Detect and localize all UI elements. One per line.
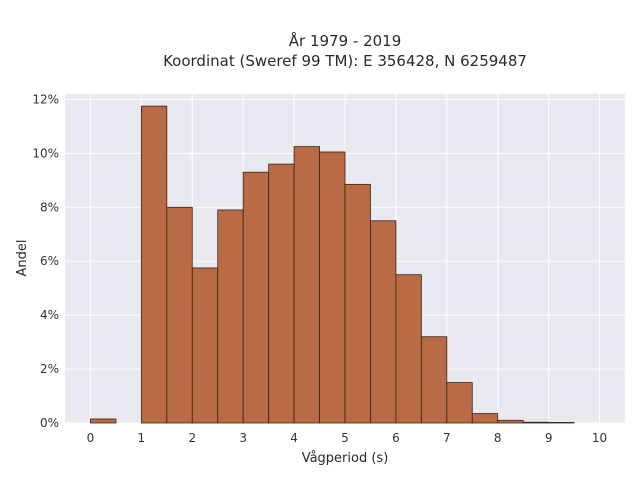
- histogram-bar: [242, 171, 270, 424]
- histogram-bar: [420, 336, 448, 424]
- chart-title: År 1979 - 2019: [289, 31, 402, 50]
- histogram-bar: [319, 151, 346, 424]
- histogram-bar: [344, 183, 371, 424]
- x-tick-label: 1: [138, 431, 146, 445]
- y-tick-label: 10%: [32, 146, 59, 160]
- y-tick-label: 4%: [40, 308, 59, 322]
- y-tick-label: 6%: [40, 254, 59, 268]
- y-axis-ticks: 0% 2% 4% 6% 8% 10% 12%: [32, 92, 59, 430]
- y-tick-label: 2%: [40, 362, 59, 376]
- y-tick-label: 8%: [40, 200, 59, 214]
- histogram-bar: [166, 206, 193, 424]
- histogram-bar: [395, 274, 422, 424]
- histogram-bar: [497, 419, 524, 424]
- y-tick-label: 0%: [40, 416, 59, 430]
- x-tick-label: 9: [545, 431, 553, 445]
- histogram-bar: [268, 163, 295, 424]
- x-tick-label: 7: [443, 431, 451, 445]
- chart-subtitle: Koordinat (Sweref 99 TM): E 356428, N 62…: [163, 52, 527, 70]
- histogram-bar: [217, 209, 244, 424]
- x-tick-label: 8: [494, 431, 502, 445]
- x-tick-label: 6: [392, 431, 400, 445]
- y-tick-label: 12%: [32, 92, 59, 106]
- histogram-bar: [370, 220, 397, 424]
- histogram-bar: [471, 413, 499, 424]
- histogram-bar: [140, 105, 168, 424]
- x-tick-label: 4: [290, 431, 298, 445]
- histogram-bar: [522, 421, 550, 424]
- bars-group: [90, 105, 575, 424]
- histogram-bar: [191, 267, 219, 424]
- y-axis-label: Andel: [15, 240, 30, 277]
- histogram-bar: [293, 146, 320, 424]
- x-axis-ticks: 0 1 2 3 4 5 6 7 8 9 10: [87, 431, 608, 445]
- x-tick-label: 0: [87, 431, 95, 445]
- x-tick-label: 3: [239, 431, 247, 445]
- x-tick-label: 10: [592, 431, 607, 445]
- x-tick-label: 5: [341, 431, 349, 445]
- histogram-bar: [90, 418, 117, 424]
- histogram-bar: [446, 382, 473, 424]
- histogram-bar: [548, 422, 575, 424]
- x-tick-label: 2: [188, 431, 196, 445]
- x-axis-label: Vågperiod (s): [302, 451, 389, 466]
